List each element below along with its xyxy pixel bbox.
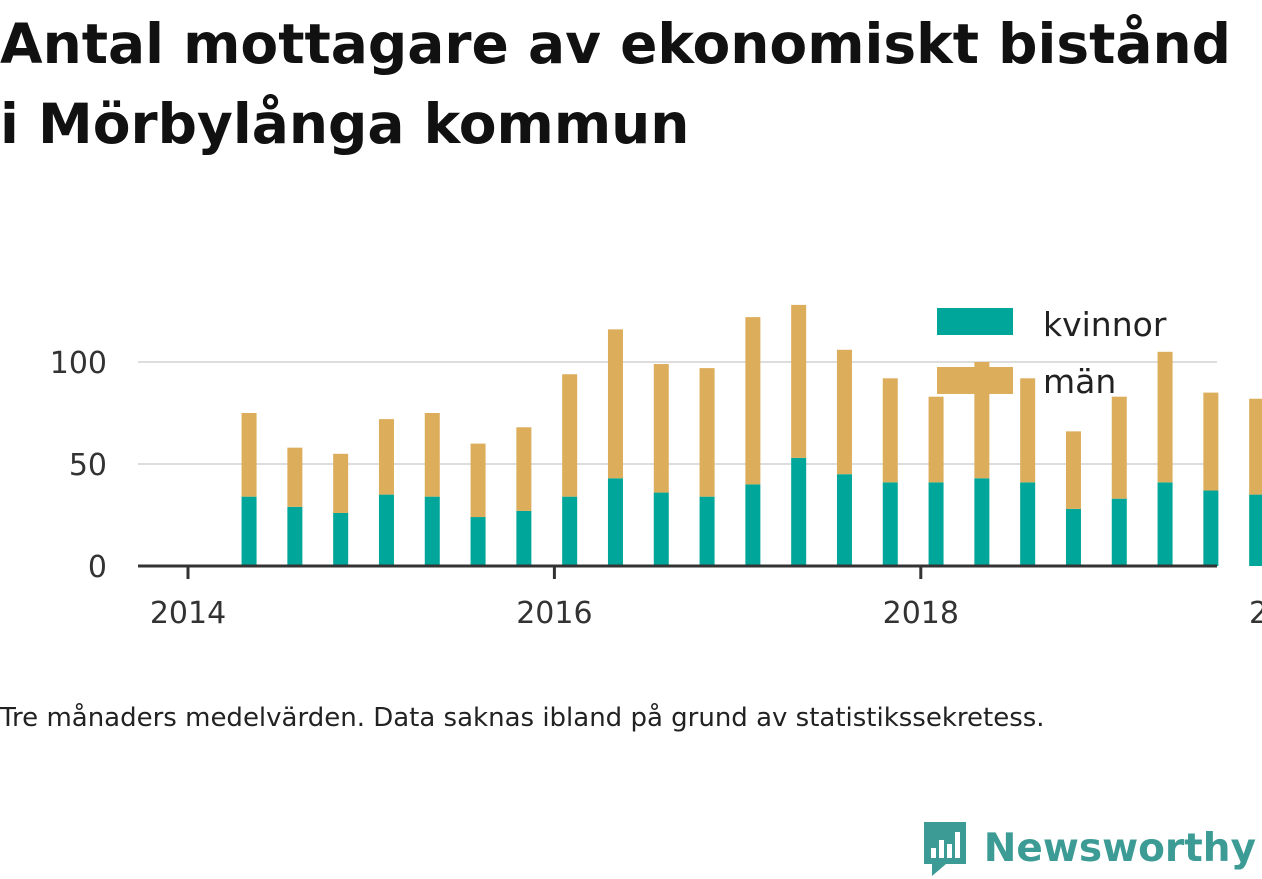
x-tick-label: 2020 — [1249, 596, 1262, 631]
bar-kvinnor — [882, 482, 898, 566]
bar-kvinnor — [1249, 494, 1262, 566]
x-tick-label: 2018 — [883, 596, 959, 631]
bar-man — [424, 413, 440, 497]
legend-label-man: män — [1043, 362, 1116, 401]
bar-man — [287, 447, 303, 507]
bar-kvinnor — [745, 484, 761, 566]
bar-kvinnor — [424, 496, 440, 566]
bar-man — [745, 317, 761, 485]
legend-label-kvinnor: kvinnor — [1043, 305, 1167, 344]
bar-man — [1249, 398, 1262, 495]
bar-kvinnor — [1111, 498, 1127, 566]
y-tick-label: 0 — [88, 550, 107, 585]
bar-kvinnor — [287, 506, 303, 566]
bar-kvinnor — [241, 496, 257, 566]
bar-man — [928, 396, 944, 483]
x-axis: 201420162018202020222024 — [150, 566, 1262, 631]
bar-man — [653, 364, 669, 493]
bar-man — [1065, 431, 1081, 509]
bar-man — [791, 304, 807, 458]
chart-title: Antal mottagare av ekonomiskt bistånd i … — [0, 12, 1232, 156]
bar-kvinnor — [378, 494, 394, 566]
bar-kvinnor — [562, 496, 578, 566]
bar-group — [241, 304, 1262, 566]
bar-kvinnor — [607, 478, 623, 566]
bar-man — [516, 427, 532, 511]
legend: kvinnor män — [937, 305, 1167, 401]
y-tick-label: 50 — [69, 448, 107, 483]
bar-man — [1203, 392, 1219, 491]
bar-man — [1157, 351, 1173, 483]
chart-caption: Tre månaders medelvärden. Data saknas ib… — [0, 703, 1045, 733]
gridlines — [138, 361, 1217, 465]
bar-kvinnor — [1020, 482, 1036, 566]
bar-man — [1111, 396, 1127, 499]
y-tick-label: 100 — [50, 346, 107, 381]
bar-kvinnor — [836, 474, 852, 566]
bar-man — [378, 419, 394, 495]
bar-man — [882, 378, 898, 483]
bar-man — [699, 368, 715, 497]
bar-kvinnor — [1157, 482, 1173, 566]
bar-man — [562, 374, 578, 497]
bar-man — [241, 413, 257, 497]
bar-kvinnor — [470, 517, 486, 566]
bar-man — [836, 349, 852, 475]
newsworthy-logo: Newsworthy — [920, 818, 1256, 878]
bar-kvinnor — [516, 510, 532, 566]
bar-kvinnor — [791, 457, 807, 566]
bar-kvinnor — [928, 482, 944, 566]
bar-man — [1020, 378, 1036, 483]
brand-name: Newsworthy — [983, 825, 1256, 871]
x-tick-label: 2016 — [516, 596, 592, 631]
bar-man — [470, 443, 486, 518]
legend-swatch-man — [937, 367, 1013, 394]
bar-kvinnor — [1065, 508, 1081, 566]
bar-kvinnor — [333, 512, 349, 566]
y-axis: 0 50 100 — [50, 346, 107, 585]
bar-kvinnor — [699, 496, 715, 566]
newsworthy-icon — [923, 822, 966, 876]
bar-kvinnor — [974, 478, 990, 566]
bar-kvinnor — [1203, 490, 1219, 566]
bar-kvinnor — [653, 492, 669, 566]
bar-man — [607, 329, 623, 479]
legend-swatch-kvinnor — [937, 308, 1013, 335]
bar-man — [333, 453, 349, 513]
x-tick-label: 2014 — [150, 596, 226, 631]
